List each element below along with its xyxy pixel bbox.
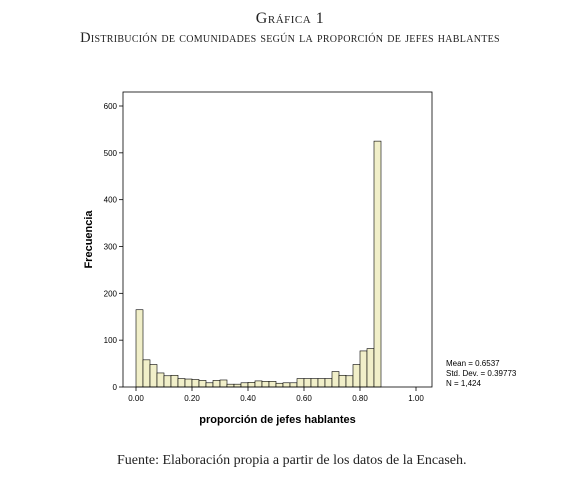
stat-mean: Mean = 0.6537: [446, 359, 500, 368]
y-axis: 0 100 200 300 400 500 600: [104, 102, 123, 392]
histogram-bar: [324, 378, 333, 388]
plot-area: [123, 92, 432, 387]
histogram-bar: [282, 382, 291, 388]
histogram-bar: [240, 382, 249, 388]
histogram-bar: [303, 378, 312, 388]
y-tick-label: 500: [104, 149, 118, 158]
histogram-bar: [177, 378, 186, 388]
plot-frame: [122, 91, 433, 388]
y-tick-label: 100: [104, 336, 118, 345]
y-tick-label: 400: [104, 196, 118, 205]
histogram-bar: [226, 383, 235, 388]
histogram-bars: [135, 140, 382, 388]
histogram-bar: [170, 374, 179, 388]
histogram-bar: [331, 371, 340, 388]
histogram-bar: [345, 375, 354, 388]
histogram-bar: [296, 378, 305, 388]
x-tick-label: 0.00: [128, 394, 144, 403]
stat-n: N = 1,424: [446, 379, 481, 388]
chart-caption-title: Distribución de comunidades según la pro…: [80, 30, 500, 46]
y-tick-label: 600: [104, 102, 118, 111]
y-tick-label: 0: [113, 383, 118, 392]
x-tick-label: 1.00: [408, 394, 424, 403]
histogram-bar: [163, 375, 172, 388]
histogram-bar: [198, 380, 207, 388]
histogram-bar: [142, 359, 151, 388]
histogram-bar: [289, 382, 298, 388]
histogram-bar: [366, 348, 375, 388]
x-tick-label: 0.40: [240, 394, 256, 403]
histogram-bar: [359, 350, 368, 388]
histogram-bar: [261, 381, 270, 388]
histogram-bar: [338, 374, 347, 388]
histogram-bar: [352, 364, 361, 388]
summary-statistics: Mean = 0.6537 Std. Dev. = 0.39773 N = 1,…: [446, 359, 517, 388]
y-tick-label: 300: [104, 243, 118, 252]
x-tick-label: 0.20: [184, 394, 200, 403]
histogram-bar: [135, 309, 144, 388]
histogram-bar: [156, 372, 165, 388]
histogram-bar: [149, 364, 158, 388]
y-axis-title: Frecuencia: [83, 210, 95, 269]
stat-std-dev: Std. Dev. = 0.39773: [446, 369, 517, 378]
histogram-bar: [219, 379, 228, 388]
histogram-bar: [184, 378, 193, 388]
x-axis-title: proporción de jefes hablantes: [199, 414, 355, 426]
histogram-bar: [254, 380, 263, 388]
histogram-bar: [247, 382, 256, 388]
x-tick-label: 0.80: [352, 394, 368, 403]
histogram-bar: [205, 382, 214, 388]
histogram-bar: [191, 379, 200, 388]
histogram-bar: [212, 380, 221, 388]
x-tick-label: 0.60: [296, 394, 312, 403]
histogram-bar: [233, 383, 242, 388]
histogram-bar: [275, 382, 284, 388]
y-tick-label: 200: [104, 289, 118, 298]
histogram-bar: [310, 378, 319, 388]
chart-figure-number: Gráfica 1: [255, 10, 325, 27]
x-axis: 0.00 0.20 0.40 0.60 0.80 1.00: [128, 387, 424, 403]
histogram-bar: [268, 381, 277, 388]
histogram-bar: [373, 140, 382, 388]
histogram-bar: [317, 378, 326, 388]
source-note: Fuente: Elaboración propia a partir de l…: [117, 453, 467, 468]
